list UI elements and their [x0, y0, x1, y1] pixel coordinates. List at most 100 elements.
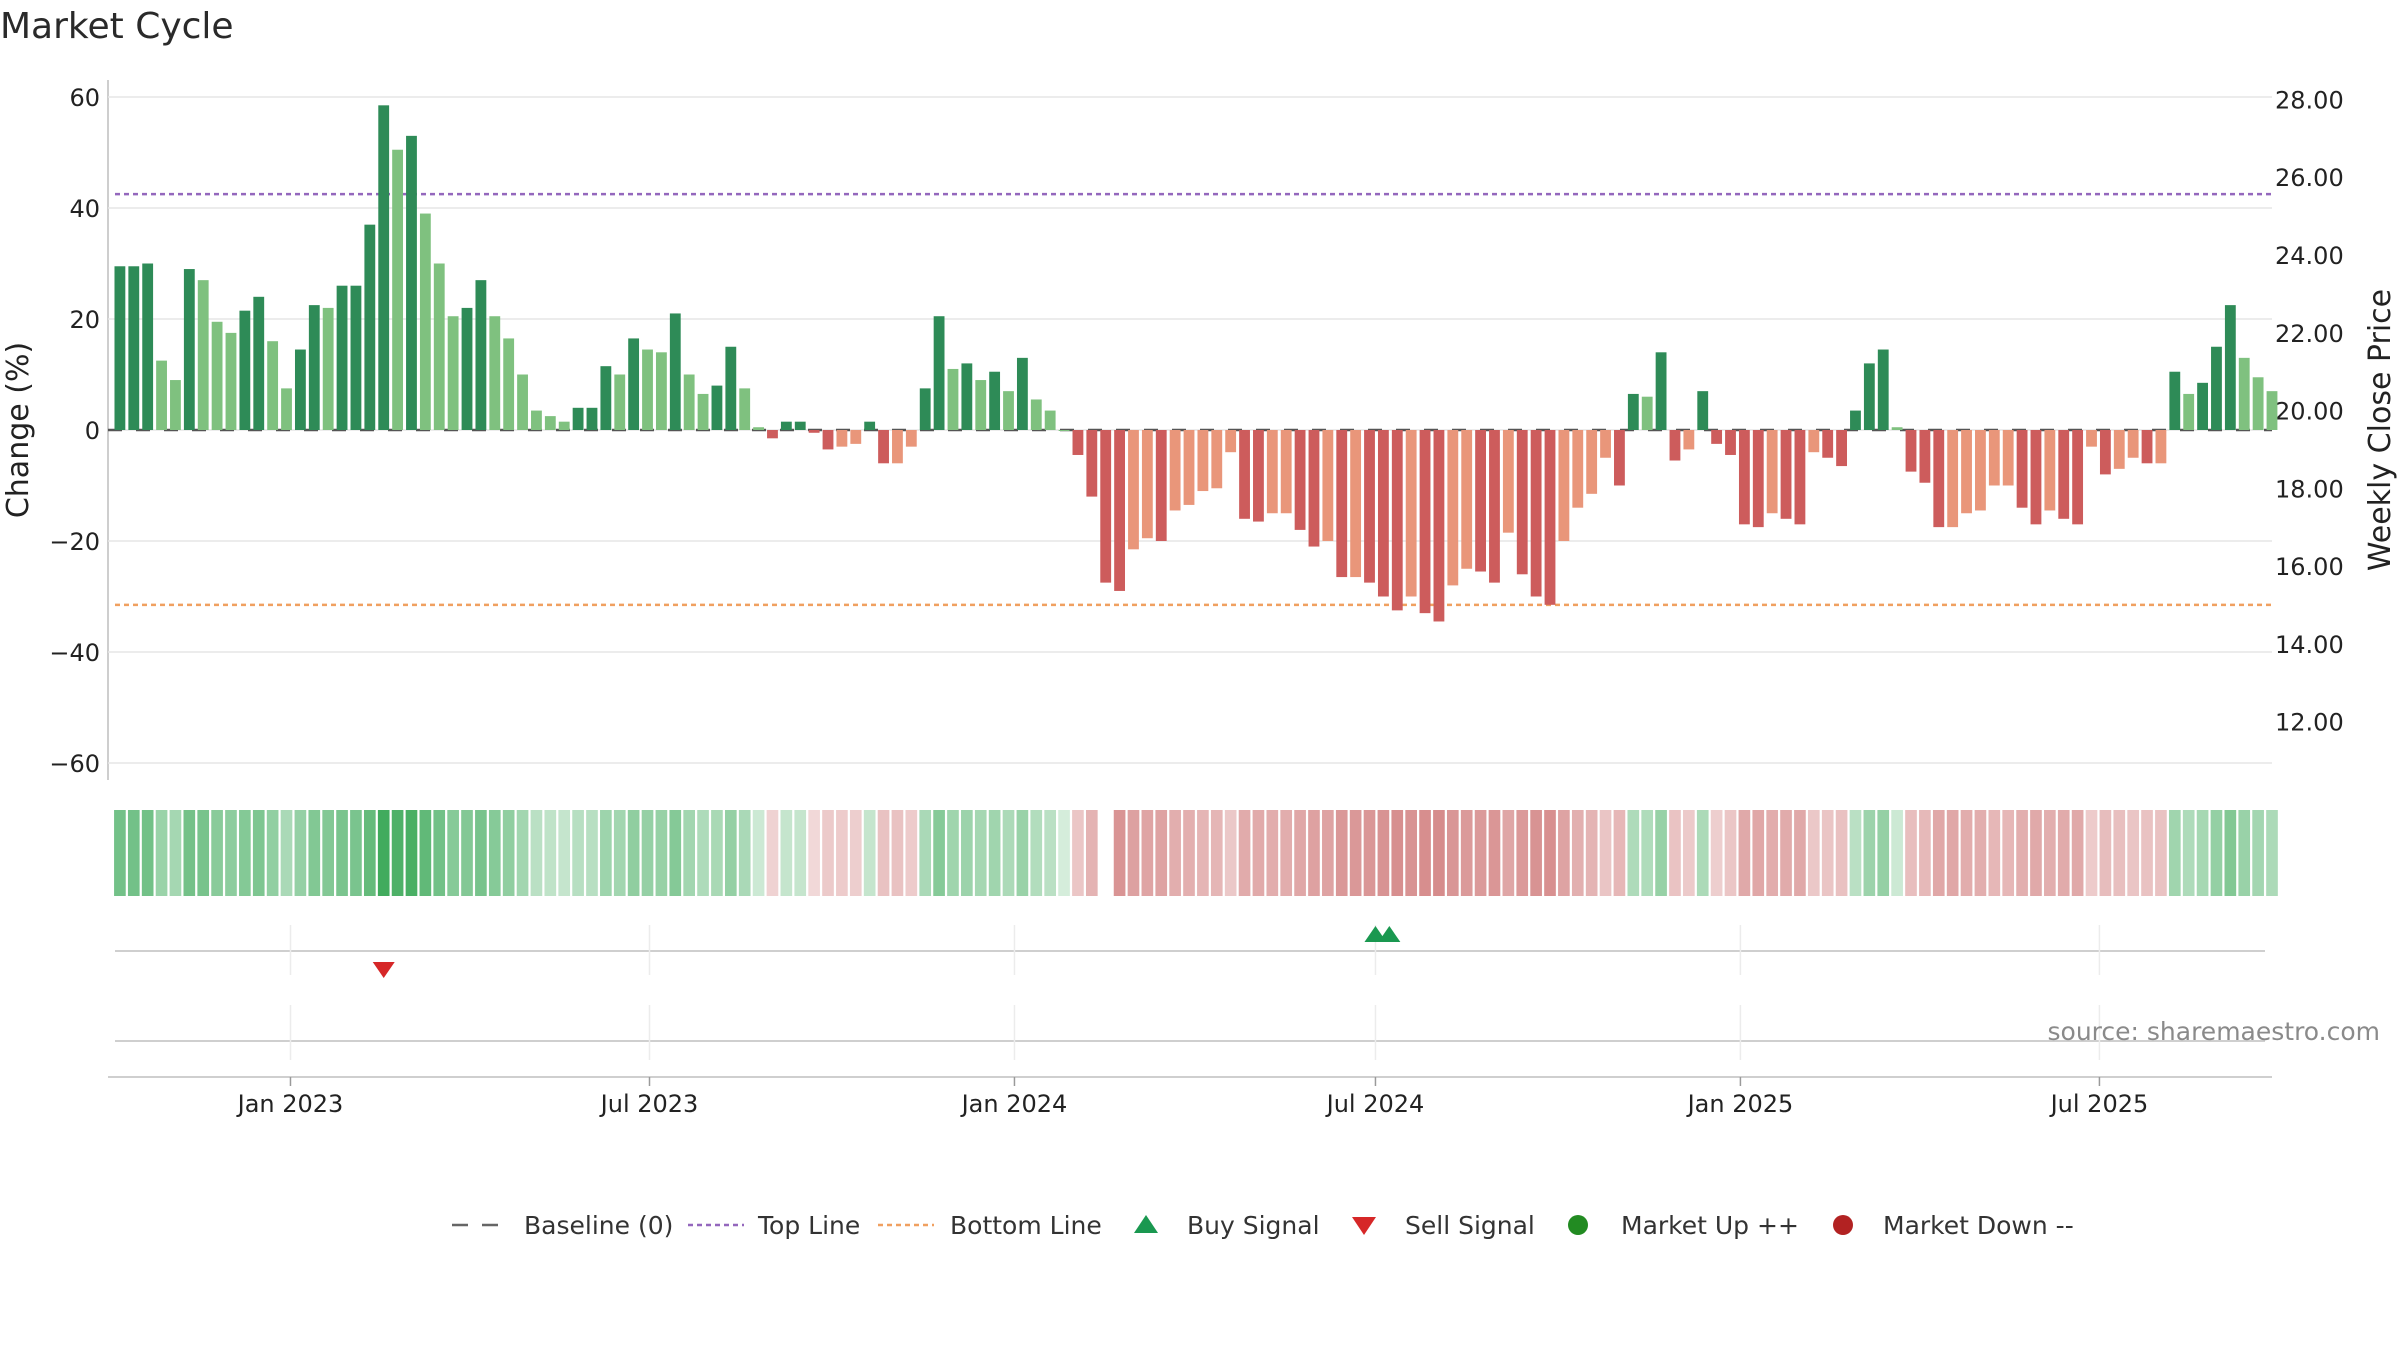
strip-cell: [1641, 810, 1654, 896]
bar: [1808, 430, 1820, 453]
bar: [1614, 430, 1625, 486]
bar: [1128, 430, 1139, 550]
strip-cell: [1016, 810, 1029, 896]
bar: [406, 135, 417, 430]
bar: [2169, 371, 2181, 430]
y2-tick-label: 18.00: [2275, 475, 2344, 503]
strip-cell: [683, 810, 695, 896]
bar: [1433, 430, 1445, 622]
bar: [225, 332, 237, 430]
strip-cell: [1127, 810, 1140, 896]
bar: [1752, 430, 1764, 528]
strip-cell: [114, 810, 126, 896]
legend-swatch: [1352, 1217, 1376, 1235]
y-tick-label: 60: [69, 84, 100, 112]
strip-cell: [141, 810, 154, 896]
y2-tick-label: 14.00: [2275, 631, 2344, 659]
bar: [336, 285, 348, 430]
y2-tick-label: 24.00: [2275, 242, 2344, 270]
strip-cell: [183, 810, 196, 896]
y2-axis-label: Weekly Close Price: [2363, 289, 2398, 571]
bar: [1377, 430, 1389, 597]
legend-item: Bottom Line: [878, 1211, 1102, 1240]
strip-cell: [1849, 810, 1862, 896]
strip-cell: [1919, 810, 1931, 896]
bar: [1489, 430, 1500, 583]
strip-cell: [2016, 810, 2028, 896]
bar: [1988, 430, 2000, 486]
bar: [1627, 393, 1639, 430]
strip-cell: [905, 810, 918, 896]
y-tick-label: −20: [49, 528, 100, 556]
strip-cell: [1210, 810, 1223, 896]
bar: [1850, 410, 1861, 430]
strip-cell: [433, 810, 446, 896]
strip-cell: [169, 810, 182, 896]
y-tick-label: 40: [69, 195, 100, 223]
bar: [170, 380, 181, 430]
y-axis-ticks: 60 40 20 0 −20 −40 −60: [49, 84, 100, 778]
strip-cell: [2113, 810, 2126, 896]
bar: [294, 349, 306, 430]
strip-cell: [1419, 810, 1431, 896]
bar: [2002, 430, 2014, 486]
strip-cell: [1835, 810, 1848, 896]
strip-cell: [2127, 810, 2139, 896]
bar: [1183, 430, 1195, 505]
bar: [2016, 430, 2028, 508]
bar: [267, 341, 279, 430]
bar: [642, 349, 653, 430]
bar: [1600, 430, 1611, 458]
bar: [1933, 430, 1945, 528]
bar: [1711, 430, 1723, 444]
bar: [2127, 430, 2139, 458]
y-tick-label: 0: [85, 417, 100, 445]
strip-cell: [1322, 810, 1334, 896]
strip-cell: [2238, 810, 2251, 896]
bar: [1461, 430, 1473, 569]
bar: [892, 430, 903, 464]
strip-cell: [974, 810, 987, 896]
strip-cell: [336, 810, 348, 896]
strip-cell: [1391, 810, 1404, 896]
strip-cell: [1960, 810, 1973, 896]
y2-tick-label: 28.00: [2275, 86, 2344, 114]
bar: [364, 224, 376, 430]
strip-cell: [1558, 810, 1570, 896]
bar: [1766, 430, 1778, 514]
strip-cell: [1627, 810, 1640, 896]
strip-cell: [947, 810, 959, 896]
strip-cell: [1155, 810, 1168, 896]
strip-cell: [127, 810, 140, 896]
strip-cell: [1821, 810, 1834, 896]
bar: [1322, 430, 1334, 541]
strip-cell: [613, 810, 626, 896]
bar: [253, 296, 265, 430]
buy-signal-marker: [1378, 926, 1401, 942]
bar: [975, 380, 987, 430]
bar: [544, 416, 556, 430]
strip-cell: [600, 810, 612, 896]
strip-cell: [1613, 810, 1626, 896]
x-tick-label: Jul 2024: [1325, 1090, 1425, 1118]
bar: [1697, 391, 1709, 430]
source-label: source: sharemaestro.com: [2048, 1017, 2381, 1046]
strip-cell: [377, 810, 390, 896]
strip-cell: [266, 810, 279, 896]
strip-cell: [1252, 810, 1265, 896]
strip-cell: [2155, 810, 2167, 896]
strip-cell: [1197, 810, 1209, 896]
strip-cell: [1655, 810, 1667, 896]
bar: [1655, 352, 1667, 430]
x-tick-label: Jan 2024: [960, 1090, 1068, 1118]
strip-cell: [1141, 810, 1154, 896]
y2-tick-label: 12.00: [2275, 709, 2344, 737]
strip-cell: [738, 810, 751, 896]
bar: [1141, 430, 1153, 539]
bar: [1586, 430, 1598, 494]
bar: [281, 388, 292, 430]
bar: [1502, 430, 1514, 533]
bar: [933, 316, 945, 430]
bar: [725, 346, 737, 430]
legend-swatch: [1134, 1215, 1158, 1233]
